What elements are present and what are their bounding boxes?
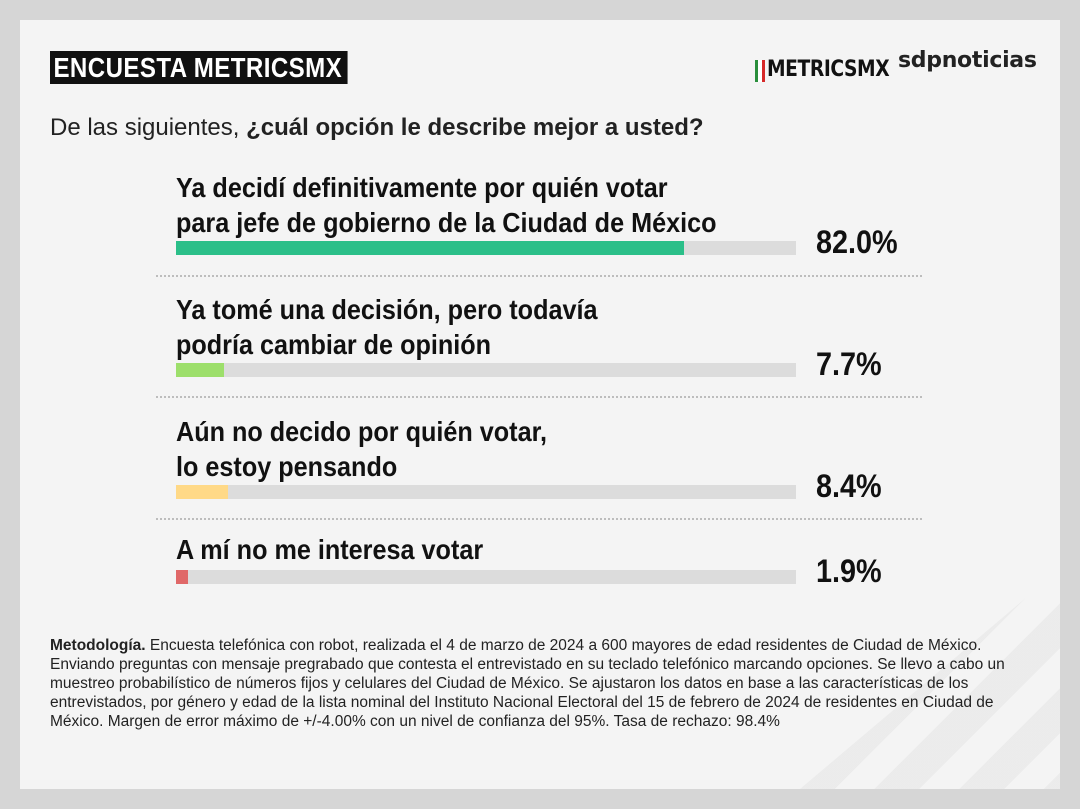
separator bbox=[156, 275, 922, 277]
question-bold: ¿cuál opción le describe mejor a usted? bbox=[246, 114, 704, 141]
flag-icon bbox=[755, 60, 765, 82]
bar-row: A mí no me interesa votar 1.9% bbox=[176, 532, 922, 589]
metricsmx-logo: METRICSMX bbox=[755, 42, 911, 82]
value-label: 82.0% bbox=[816, 224, 898, 260]
survey-title: ENCUESTA METRICSMX bbox=[50, 51, 348, 84]
separator bbox=[156, 518, 922, 520]
bar-track bbox=[176, 570, 796, 584]
separator bbox=[156, 396, 922, 398]
bar-row: Ya decidí definitivamente por quién vota… bbox=[176, 170, 922, 260]
value-label: 8.4% bbox=[816, 468, 882, 504]
question-intro: De las siguientes, bbox=[50, 114, 247, 141]
category-label: A mí no me interesa votar bbox=[176, 534, 484, 565]
category-label: Aún no decido por quién votar, lo estoy … bbox=[176, 416, 548, 482]
bar-row: Ya tomé una decisión, pero todavía podrí… bbox=[176, 292, 922, 382]
methodology-text: Encuesta telefónica con robot, realizada… bbox=[50, 637, 1005, 730]
bar bbox=[176, 363, 224, 377]
question: De las siguientes, ¿cuál opción le descr… bbox=[50, 114, 704, 142]
sdpnoticias-logo: sdpnoticias bbox=[898, 48, 1037, 73]
value-label: 7.7% bbox=[816, 346, 882, 382]
methodology-heading: Metodología. bbox=[50, 637, 146, 654]
metricsmx-logo-text: METRICSMX bbox=[767, 57, 890, 82]
bar-track bbox=[176, 485, 796, 499]
bar bbox=[176, 485, 229, 499]
bar bbox=[176, 241, 685, 255]
category-label: Ya decidí definitivamente por quién vota… bbox=[176, 172, 717, 238]
bar-row: Aún no decido por quién votar, lo estoy … bbox=[176, 414, 922, 504]
methodology-note: Metodología. Encuesta telefónica con rob… bbox=[50, 636, 1010, 731]
bar-track bbox=[176, 363, 796, 377]
infographic-card: ENCUESTA METRICSMX METRICSMX sdpnoticias… bbox=[20, 20, 1060, 789]
bar bbox=[176, 570, 188, 584]
bar-track bbox=[176, 241, 796, 255]
category-label: Ya tomé una decisión, pero todavía podrí… bbox=[176, 294, 598, 360]
value-label: 1.9% bbox=[816, 553, 882, 589]
